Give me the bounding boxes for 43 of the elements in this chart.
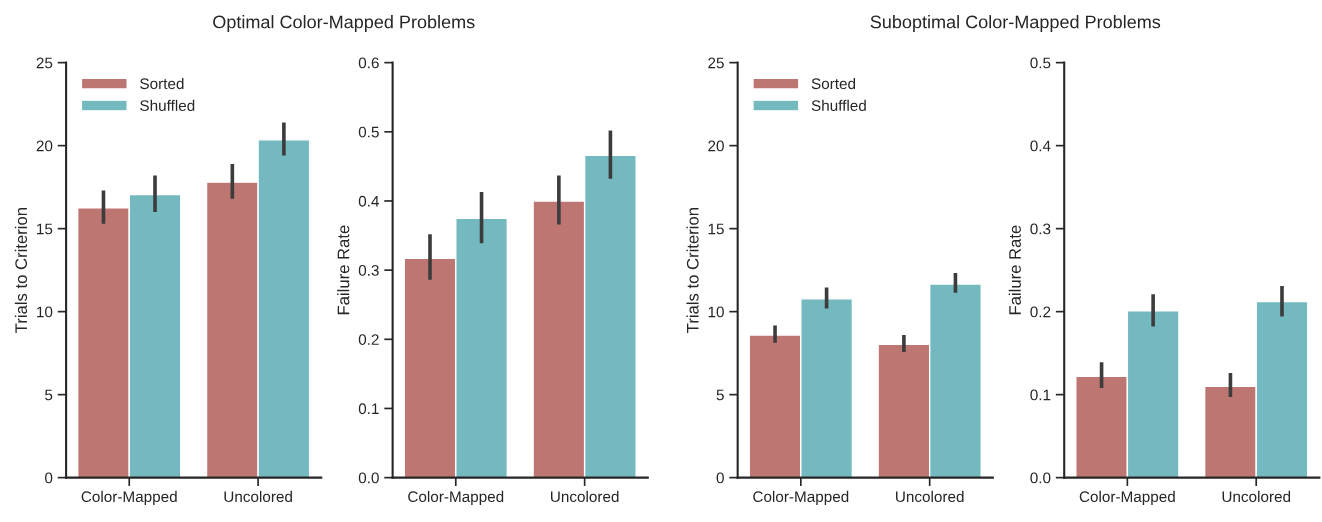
legend-label: Shuffled: [140, 99, 195, 112]
x-tick-label: Uncolored: [1222, 490, 1291, 503]
y-tick-label: 0.4: [358, 195, 379, 207]
y-tick-label: 25: [36, 57, 53, 69]
y-tick-label: 15: [37, 223, 53, 235]
y-tick-label: 0.3: [1030, 223, 1051, 235]
legend-label: Sorted: [811, 77, 856, 90]
x-tick-label: Color-Mapped: [753, 490, 849, 506]
y-tick-label: 0.5: [358, 126, 379, 138]
y-tick-label: 0.0: [1030, 472, 1051, 484]
y-tick-label: 5: [45, 389, 53, 401]
y-tick-label: 0: [716, 472, 724, 484]
y-tick-label: 5: [716, 389, 724, 401]
y-tick-label: 0.5: [1030, 57, 1051, 69]
y-tick-label: 0.3: [358, 265, 379, 276]
chart-title: Suboptimal Color-Mapped Problems: [870, 15, 1161, 32]
chart-title: Optimal Color-Mapped Problems: [213, 15, 475, 32]
y-tick-label: 0.1: [358, 403, 379, 415]
legend-label: Shuffled: [811, 99, 866, 112]
y-tick-label: 15: [708, 223, 724, 235]
y-axis-title: Trials to Criterion: [686, 208, 699, 333]
y-tick-label: 10: [708, 306, 724, 318]
x-tick-label: Uncolored: [224, 490, 292, 503]
y-tick-label: 0.4: [1030, 140, 1051, 152]
y-tick-label: 10: [37, 306, 53, 318]
y-axis-title: Failure Rate: [337, 225, 350, 315]
y-tick-label: 20: [708, 140, 724, 152]
x-tick-label: Color-Mapped: [1079, 490, 1175, 506]
y-tick-label: 25: [708, 57, 724, 69]
x-tick-label: Color-Mapped: [81, 490, 177, 506]
y-axis-title: Trials to Criterion: [14, 208, 28, 333]
y-tick-label: 0: [45, 472, 53, 484]
y-axis-title: Failure Rate: [1008, 225, 1021, 315]
y-tick-label: 0.2: [1030, 306, 1051, 318]
y-tick-label: 0.6: [358, 57, 379, 69]
x-tick-label: Color-Mapped: [408, 490, 504, 506]
x-tick-label: Uncolored: [896, 490, 964, 503]
y-tick-label: 0.1: [1030, 389, 1051, 401]
legend-label: Sorted: [140, 77, 184, 90]
y-tick-label: 20: [36, 140, 53, 152]
y-tick-label: 0.0: [358, 472, 379, 484]
y-tick-label: 0.2: [358, 334, 379, 345]
x-tick-label: Uncolored: [551, 490, 619, 503]
